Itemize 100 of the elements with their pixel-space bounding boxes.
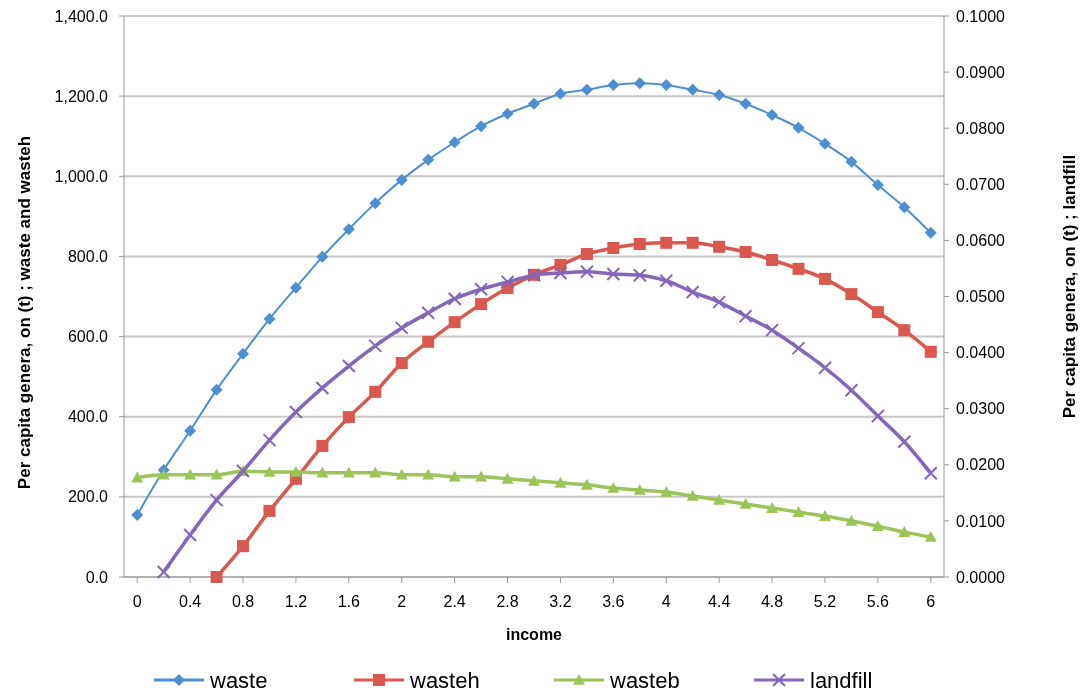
legend-label: landfill	[810, 667, 873, 693]
point	[738, 309, 753, 324]
x-tick-label: 2.8	[496, 593, 519, 610]
x-tick-label: 1.2	[284, 593, 308, 610]
point	[528, 97, 540, 110]
point	[632, 268, 647, 283]
point	[766, 108, 779, 121]
x-tick-label: 2	[397, 593, 407, 610]
x-tick-label: 4	[661, 593, 671, 610]
point	[448, 470, 461, 482]
point	[817, 360, 832, 375]
x-tick-label: 2.4	[443, 593, 466, 610]
y2-tick-label: 0.1000	[956, 7, 1006, 25]
point	[341, 359, 356, 374]
y2-tick-label: 0.0000	[956, 568, 1006, 586]
point	[792, 262, 805, 275]
point	[288, 405, 303, 420]
point	[237, 347, 250, 360]
point	[633, 77, 646, 90]
point	[791, 341, 806, 356]
point	[422, 468, 435, 480]
point	[686, 83, 699, 96]
y-tick-label: 800.0	[67, 248, 109, 266]
point	[792, 506, 805, 517]
point	[316, 439, 329, 452]
point	[421, 305, 436, 320]
point	[898, 324, 911, 337]
point	[685, 285, 700, 300]
y2-tick-label: 0.0600	[956, 232, 1006, 249]
legend-label: wasteh	[409, 667, 480, 693]
point	[315, 380, 330, 395]
point	[765, 323, 780, 338]
y-tick-label: 1,400.0	[54, 7, 109, 25]
point	[739, 498, 752, 509]
point	[580, 83, 593, 96]
y-tick-label: 400.0	[67, 408, 109, 426]
point	[579, 264, 594, 279]
point	[210, 383, 223, 396]
point	[766, 254, 779, 267]
x-tick-label: 4.8	[760, 593, 784, 610]
point	[210, 468, 223, 480]
point	[183, 527, 198, 542]
point	[870, 408, 885, 423]
y2-tick-label: 0.0700	[956, 175, 1006, 193]
point	[422, 335, 435, 348]
point	[924, 226, 937, 239]
point	[818, 137, 831, 150]
point	[475, 298, 488, 311]
point	[739, 246, 752, 259]
point	[184, 424, 197, 437]
point	[156, 564, 171, 579]
point	[898, 201, 911, 214]
point	[157, 468, 170, 480]
point	[447, 291, 462, 306]
point	[739, 97, 752, 110]
point	[528, 474, 540, 486]
point	[448, 136, 461, 149]
y2-tick-label: 0.0200	[956, 456, 1006, 474]
point	[475, 120, 488, 133]
point	[342, 466, 355, 478]
point	[607, 482, 620, 493]
x-tick-label: 0.4	[179, 593, 202, 610]
point	[500, 274, 515, 289]
point	[792, 121, 805, 134]
point	[237, 540, 250, 553]
x-tick-label: 4.4	[708, 593, 731, 610]
x-tick-label: 6	[926, 593, 936, 610]
point	[897, 434, 912, 449]
point	[659, 273, 674, 288]
point	[633, 484, 646, 495]
point	[686, 490, 699, 501]
point	[924, 345, 937, 358]
x-tick-label: 0	[132, 593, 142, 610]
point	[395, 173, 408, 186]
point	[633, 238, 646, 251]
point	[713, 88, 726, 101]
point	[501, 472, 514, 484]
point	[369, 385, 382, 398]
y2-axis-title: Per capita genera, on (t) ; landfill	[1060, 154, 1079, 419]
y2-tick-label: 0.0400	[956, 344, 1006, 362]
point	[607, 242, 620, 255]
point	[607, 78, 620, 91]
y-tick-label: 200.0	[67, 488, 109, 506]
x-tick-label: 0.8	[231, 593, 255, 610]
point	[475, 470, 488, 482]
point	[553, 265, 568, 280]
x-tick-label: 5.6	[866, 593, 890, 610]
point	[606, 267, 621, 282]
y-tick-label: 0.0	[85, 568, 109, 586]
point	[766, 502, 779, 513]
point	[845, 514, 858, 526]
point	[395, 357, 408, 370]
y2-tick-label: 0.0300	[956, 400, 1006, 418]
point	[342, 223, 355, 236]
point	[316, 250, 329, 263]
point	[660, 236, 673, 249]
point	[501, 107, 514, 120]
legend-label: waste	[209, 667, 268, 693]
point	[369, 466, 382, 478]
point	[712, 295, 727, 310]
